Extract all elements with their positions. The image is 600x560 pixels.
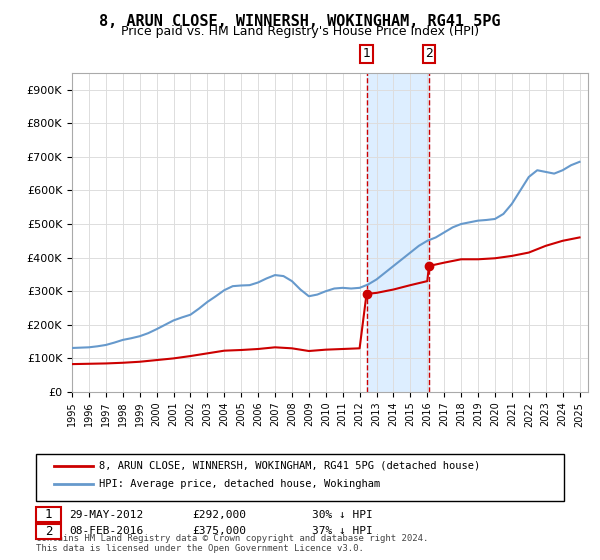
Text: 8, ARUN CLOSE, WINNERSH, WOKINGHAM, RG41 5PG (detached house): 8, ARUN CLOSE, WINNERSH, WOKINGHAM, RG41…	[99, 461, 480, 471]
Text: HPI: Average price, detached house, Wokingham: HPI: Average price, detached house, Woki…	[99, 479, 380, 489]
Text: Price paid vs. HM Land Registry's House Price Index (HPI): Price paid vs. HM Land Registry's House …	[121, 25, 479, 38]
Text: Contains HM Land Registry data © Crown copyright and database right 2024.
This d: Contains HM Land Registry data © Crown c…	[36, 534, 428, 553]
Text: 37% ↓ HPI: 37% ↓ HPI	[312, 526, 373, 536]
Text: 1: 1	[362, 47, 370, 60]
Text: 2: 2	[425, 47, 433, 60]
Bar	[367, 73, 429, 392]
Text: 2: 2	[45, 525, 52, 538]
Text: 08-FEB-2016: 08-FEB-2016	[69, 526, 143, 536]
Text: £292,000: £292,000	[192, 510, 246, 520]
Text: £375,000: £375,000	[192, 526, 246, 536]
Text: 30% ↓ HPI: 30% ↓ HPI	[312, 510, 373, 520]
Text: 1: 1	[45, 508, 52, 521]
Text: 29-MAY-2012: 29-MAY-2012	[69, 510, 143, 520]
Text: 8, ARUN CLOSE, WINNERSH, WOKINGHAM, RG41 5PG: 8, ARUN CLOSE, WINNERSH, WOKINGHAM, RG41…	[99, 14, 501, 29]
